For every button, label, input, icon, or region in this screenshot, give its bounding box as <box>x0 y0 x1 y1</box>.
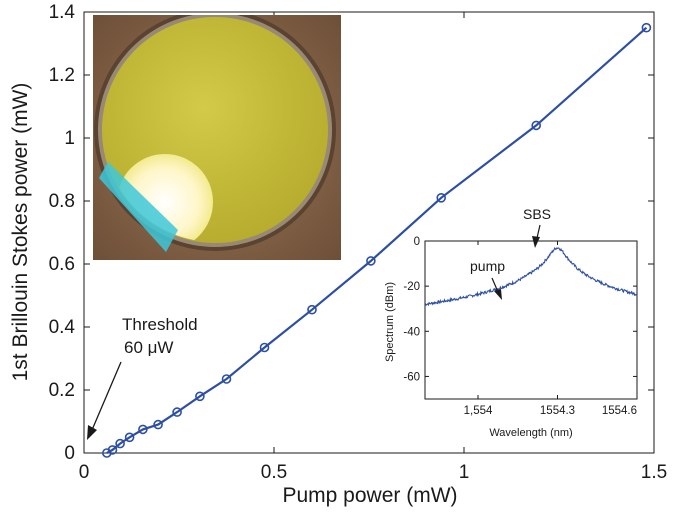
inset-axes-box <box>424 240 638 400</box>
x-tick-label: 1 <box>459 462 470 483</box>
inset-x-tick-label: 1554.6 <box>602 405 637 417</box>
x-tick-label: 0 <box>79 462 90 483</box>
y-tick-label: 1 <box>64 128 75 149</box>
x-tick-label: 1.5 <box>641 462 667 483</box>
data-point <box>366 256 376 266</box>
inset-x-tick-label: 1554.3 <box>540 405 575 417</box>
y-tick-label: 1.4 <box>49 2 76 23</box>
data-point <box>153 419 163 430</box>
inset-x-axis-title: Wavelength (nm) <box>489 427 572 439</box>
data-point <box>195 391 205 402</box>
data-point <box>641 22 652 33</box>
data-point <box>107 445 118 455</box>
data-point <box>531 120 542 131</box>
y-tick-label: 0.6 <box>49 254 75 275</box>
main-axes-box <box>83 11 655 454</box>
photo-inset <box>93 15 341 260</box>
inset-tick-labels: 1,554 1554.3 1554.6 0 -20 -40 -60 <box>403 236 637 417</box>
pump-label: pump <box>470 258 505 274</box>
threshold-label: Threshold <box>122 315 198 334</box>
sbs-arrow <box>532 224 541 248</box>
main-series <box>102 22 652 458</box>
data-point <box>172 407 182 417</box>
pump-arrow <box>491 277 502 300</box>
data-point <box>259 342 270 353</box>
data-point <box>115 438 125 449</box>
y-tick-label: 0.8 <box>49 191 75 212</box>
data-point <box>138 424 148 435</box>
threshold-value: 60 μW <box>124 338 173 357</box>
inset-ticks <box>425 240 638 399</box>
x-tick-label: 0.5 <box>261 462 287 483</box>
sbs-label: SBS <box>523 206 551 222</box>
data-point <box>221 374 232 384</box>
data-point <box>436 193 447 203</box>
threshold-arrow <box>87 361 122 440</box>
inset-x-tick-label: 1,554 <box>464 405 493 417</box>
y-tick-label: 0.4 <box>49 317 76 338</box>
inset-y-tick-label: 0 <box>414 236 420 248</box>
y-tick-label: 1.2 <box>49 65 75 86</box>
inset-y-tick-label: -40 <box>403 326 420 338</box>
y-axis-title: 1st Brillouin Stokes power (mW) <box>9 83 32 382</box>
inset-y-tick-label: -20 <box>403 281 420 293</box>
data-point <box>124 432 135 443</box>
inset-y-tick-label: -60 <box>403 371 420 383</box>
y-tick-label: 0 <box>64 443 75 464</box>
inset-y-axis-title: Spectrum (dBm) <box>384 282 396 362</box>
main-tick-labels: 0 0.5 1 1.5 0 0.2 0.4 0.6 0.8 1 1.2 1.4 <box>49 2 668 483</box>
x-axis-title: Pump power (mW) <box>282 484 457 507</box>
spectrum-line <box>424 247 638 307</box>
y-tick-label: 0.2 <box>49 380 75 401</box>
data-point <box>307 304 317 315</box>
